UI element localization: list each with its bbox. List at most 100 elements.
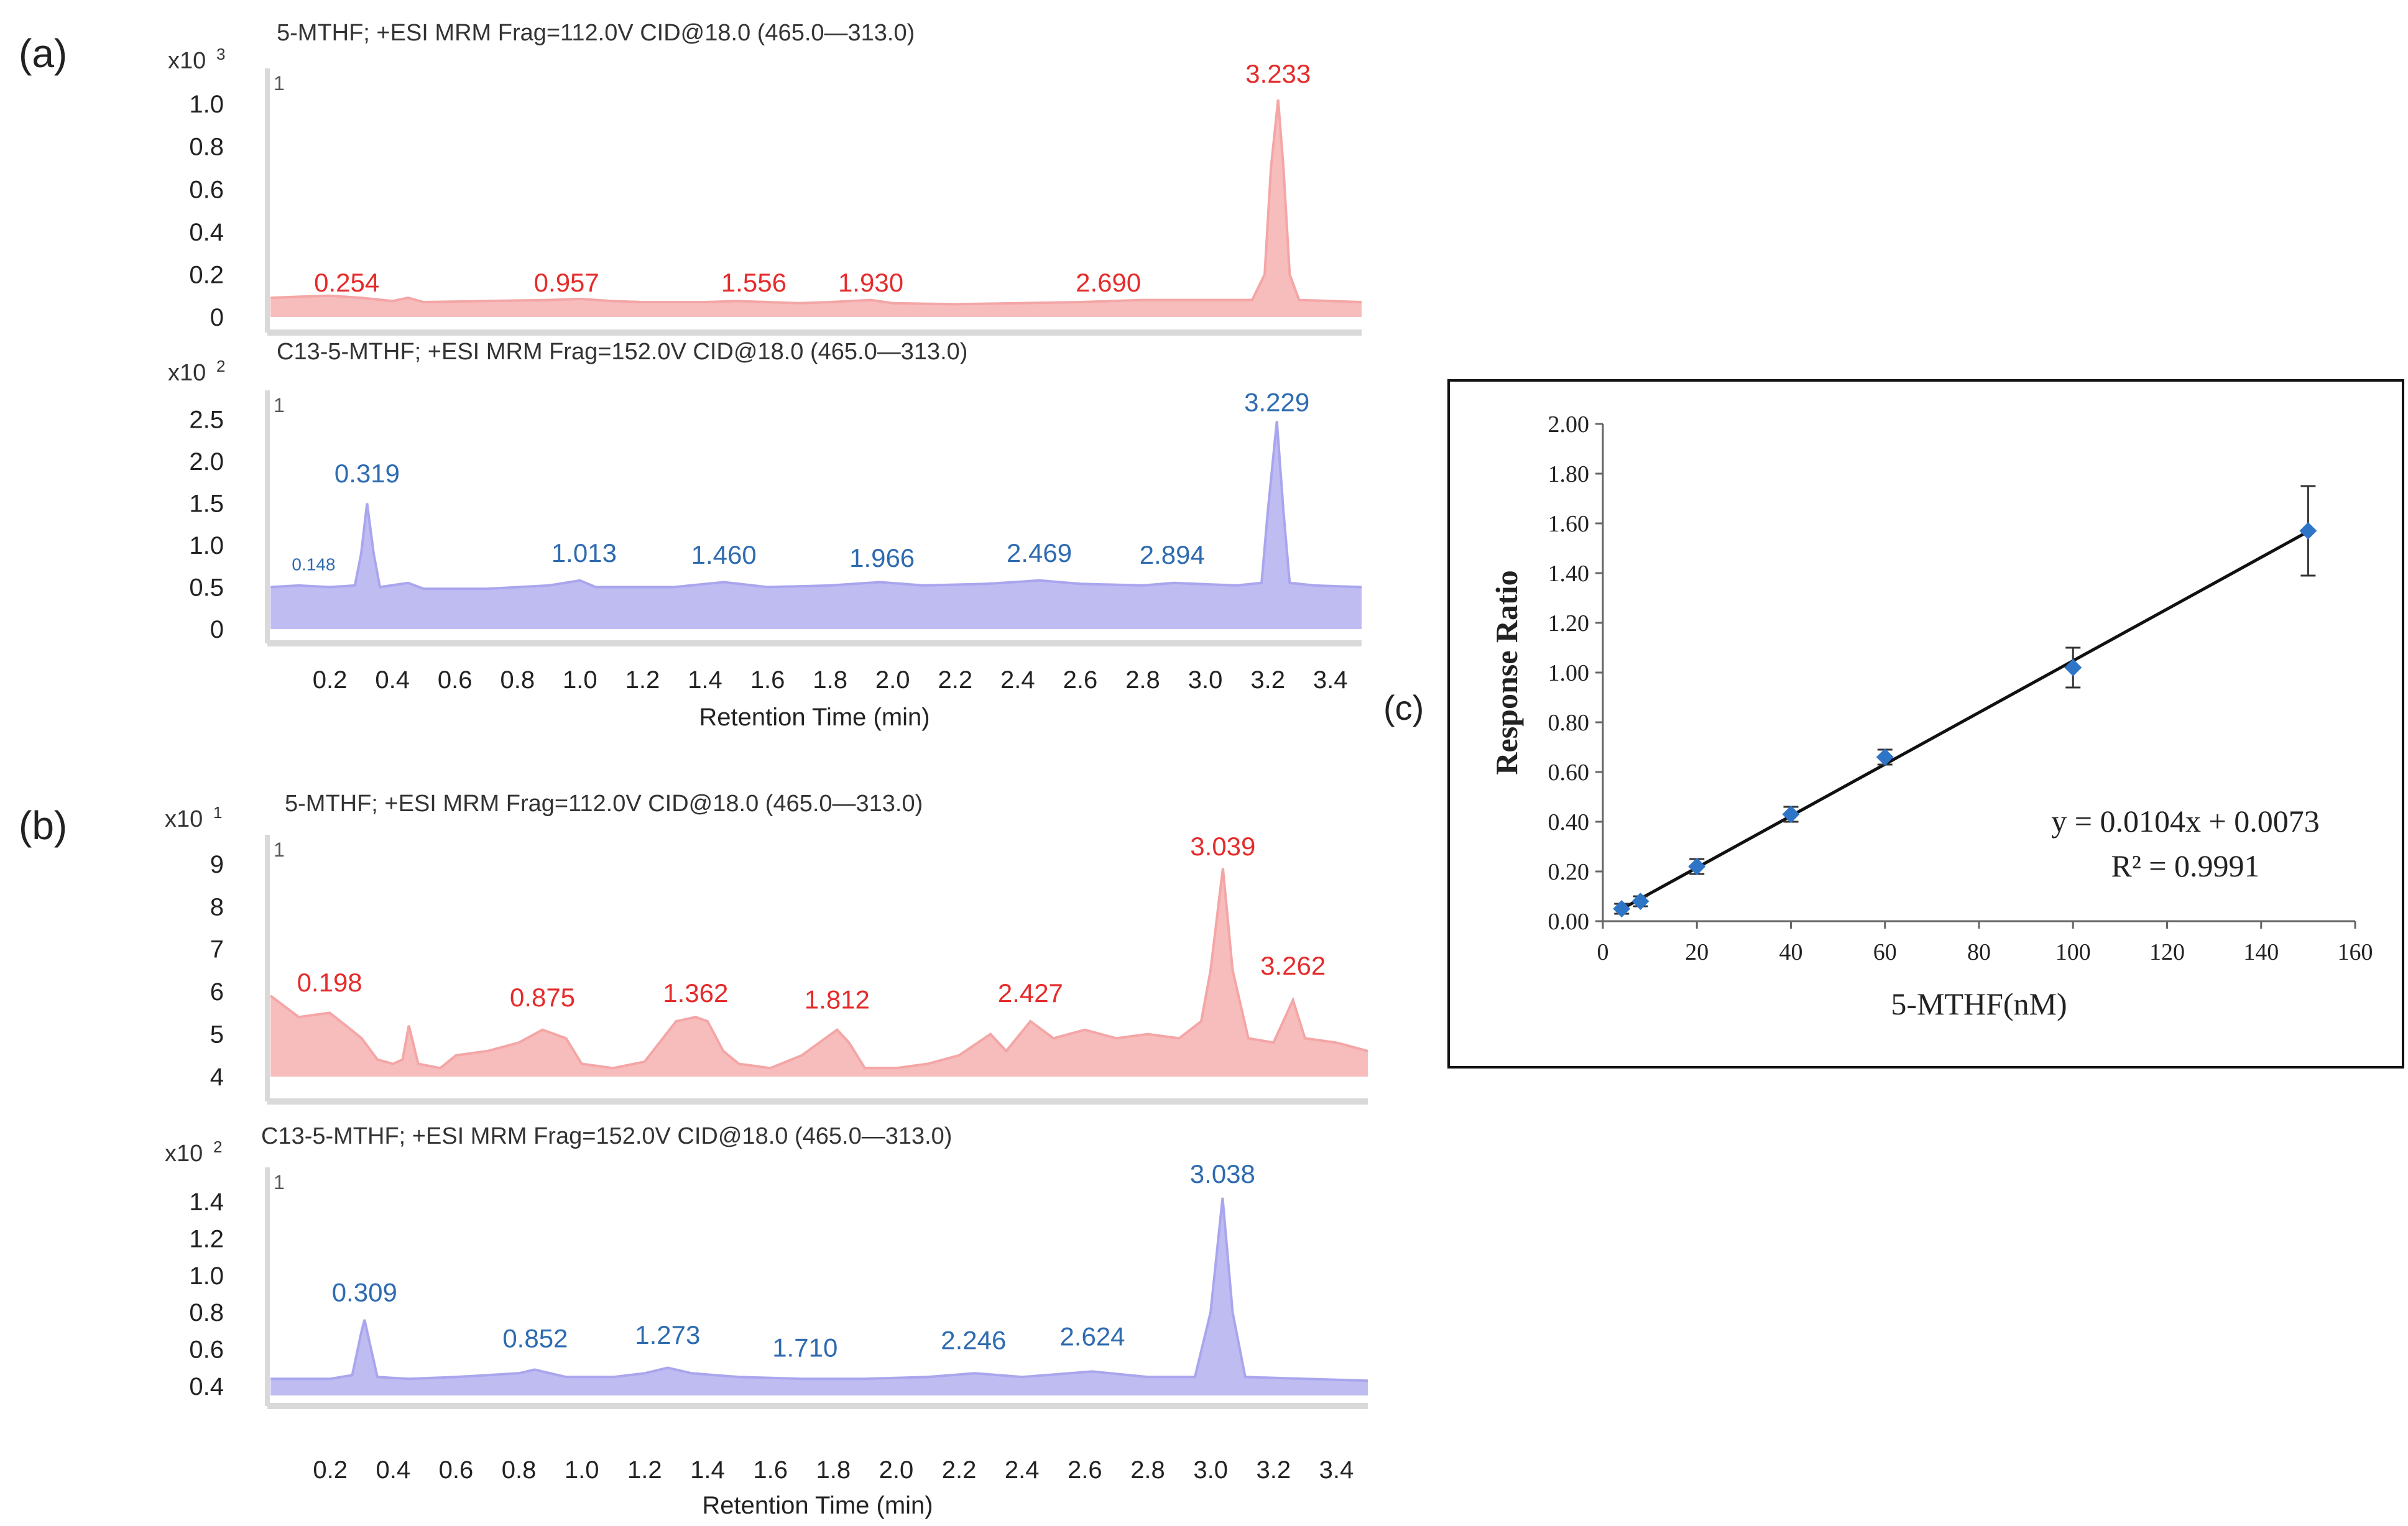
x-tick-label: 3.4 (1313, 666, 1348, 694)
y-tick-label: 1.5 (189, 490, 224, 518)
peak-label: 1.930 (838, 268, 903, 297)
x-tick-label: 3.2 (1250, 666, 1285, 694)
x-tick-label: 3.4 (1319, 1456, 1354, 1484)
y-tick-label: 1.60 (1548, 511, 1590, 537)
y-tick-label: 1.0 (189, 532, 224, 559)
x-tick-label: 2.6 (1068, 1456, 1102, 1484)
peak-label: 2.427 (998, 978, 1063, 1008)
y-tick-label: 2.5 (189, 407, 224, 434)
y-tick-label: 0.8 (189, 134, 224, 161)
y-tick-label: 4 (210, 1064, 224, 1091)
trace-index: 1 (274, 72, 285, 94)
y-tick-label: 6 (210, 978, 224, 1006)
scale-label: x10 (168, 360, 206, 386)
peak-label: 1.710 (772, 1333, 837, 1363)
peak-label: 0.254 (314, 268, 379, 297)
peak-label: 1.812 (805, 985, 870, 1014)
x-tick-label: 1.2 (625, 666, 660, 694)
x-tick-label: 2.4 (1000, 666, 1035, 694)
peak-label: 2.690 (1076, 268, 1141, 297)
chromatogram-b-top: 5-MTHF; +ESI MRM Frag=112.0V CID@18.0 (4… (165, 791, 1368, 1105)
x-tick-label: 2.6 (1063, 666, 1098, 694)
x-tick-label: 100 (2055, 939, 2091, 965)
y-tick-label: 0.4 (189, 219, 224, 246)
data-point (1688, 858, 1706, 875)
x-tick-label: 1.0 (563, 666, 597, 694)
peak-label: 0.875 (510, 983, 575, 1012)
x-tick-label: 0.8 (502, 1456, 537, 1484)
trace-area (270, 868, 1368, 1077)
peak-label: 0.957 (534, 268, 599, 297)
x-tick-label: 60 (1873, 939, 1897, 965)
data-point (2299, 522, 2317, 540)
y-axis-label: Response Ratio (1489, 570, 1524, 774)
peak-label: 1.556 (721, 268, 787, 297)
y-tick-label: 1.40 (1548, 561, 1590, 587)
trace-line (270, 421, 1362, 591)
plot-area (267, 68, 1362, 333)
y-tick-label: 0.4 (189, 1373, 224, 1400)
panel-label-c: (c) (1383, 688, 1424, 727)
x-tick-label: 40 (1779, 939, 1803, 965)
y-tick-label: 0.00 (1548, 909, 1590, 935)
fit-line (1621, 530, 2309, 911)
data-point (1613, 900, 1631, 917)
x-tick-label: 3.0 (1188, 666, 1223, 694)
data-point (1782, 806, 1800, 823)
panel-label-b: (b) (19, 803, 67, 848)
x-tick-label: 140 (2243, 939, 2279, 965)
y-tick-label: 2.0 (189, 448, 224, 476)
x-axis-label: Retention Time (min) (699, 704, 930, 731)
x-tick-label: 3.0 (1193, 1456, 1228, 1484)
peak-label: 2.469 (1007, 538, 1072, 568)
panel-label-a: (a) (19, 31, 67, 76)
y-tick-label: 0.40 (1548, 809, 1590, 835)
peak-label: 1.362 (663, 978, 728, 1008)
peak-label: 2.246 (941, 1326, 1006, 1355)
chart-header: 5-MTHF; +ESI MRM Frag=112.0V CID@18.0 (4… (285, 791, 923, 817)
data-point (2064, 659, 2082, 676)
x-tick-label: 2.2 (938, 666, 972, 694)
trace-index: 1 (274, 839, 285, 861)
peak-label: 3.233 (1245, 59, 1311, 88)
y-tick-label: 1.0 (189, 91, 224, 118)
chart-border (1447, 379, 2404, 1069)
scale-label: x10 (168, 48, 206, 74)
peak-label: 0.319 (334, 459, 400, 488)
y-tick-label: 1.0 (189, 1262, 224, 1290)
peak-label: 1.273 (635, 1320, 700, 1349)
peak-label: 1.966 (849, 543, 915, 572)
y-tick-label: 7 (210, 936, 224, 963)
r-squared-label: R² = 0.9991 (2111, 848, 2259, 883)
y-tick-label: 0 (210, 304, 224, 331)
x-tick-label: 2.0 (879, 1456, 914, 1484)
y-tick-label: 1.4 (189, 1188, 224, 1216)
peak-label: 0.852 (502, 1324, 568, 1353)
peak-label: 3.039 (1190, 832, 1255, 861)
chromatogram-b-bottom: C13-5-MTHF; +ESI MRM Frag=152.0V CID@18.… (165, 1123, 1368, 1519)
peak-label: 1.460 (691, 540, 757, 569)
x-axis-label: 5-MTHF(nM) (1891, 986, 2067, 1021)
y-tick-label: 9 (210, 851, 224, 878)
x-tick-label: 1.6 (753, 1456, 788, 1484)
x-tick-label: 0.6 (438, 666, 473, 694)
scale-exponent: 3 (216, 45, 225, 63)
equation-label: y = 0.0104x + 0.0073 (2051, 804, 2319, 839)
x-tick-label: 0.2 (313, 666, 348, 694)
y-tick-label: 0.6 (189, 176, 224, 203)
chromatogram-a-bottom: C13-5-MTHF; +ESI MRM Frag=152.0V CID@18.… (168, 339, 1362, 731)
scale-label: x10 (165, 1141, 203, 1167)
x-tick-label: 1.6 (750, 666, 785, 694)
chart-header: C13-5-MTHF; +ESI MRM Frag=152.0V CID@18.… (261, 1123, 952, 1149)
peak-label: 3.038 (1190, 1159, 1255, 1188)
x-tick-label: 0 (1597, 939, 1609, 965)
y-tick-label: 0.6 (189, 1336, 224, 1364)
trace-index: 1 (274, 394, 285, 416)
x-tick-label: 1.8 (816, 1456, 851, 1484)
peak-label: 1.013 (551, 538, 617, 568)
chart-header: 5-MTHF; +ESI MRM Frag=112.0V CID@18.0 (4… (277, 20, 915, 46)
x-tick-label: 1.4 (690, 1456, 725, 1484)
y-tick-label: 1.20 (1548, 610, 1590, 637)
y-tick-label: 2.00 (1548, 411, 1590, 438)
